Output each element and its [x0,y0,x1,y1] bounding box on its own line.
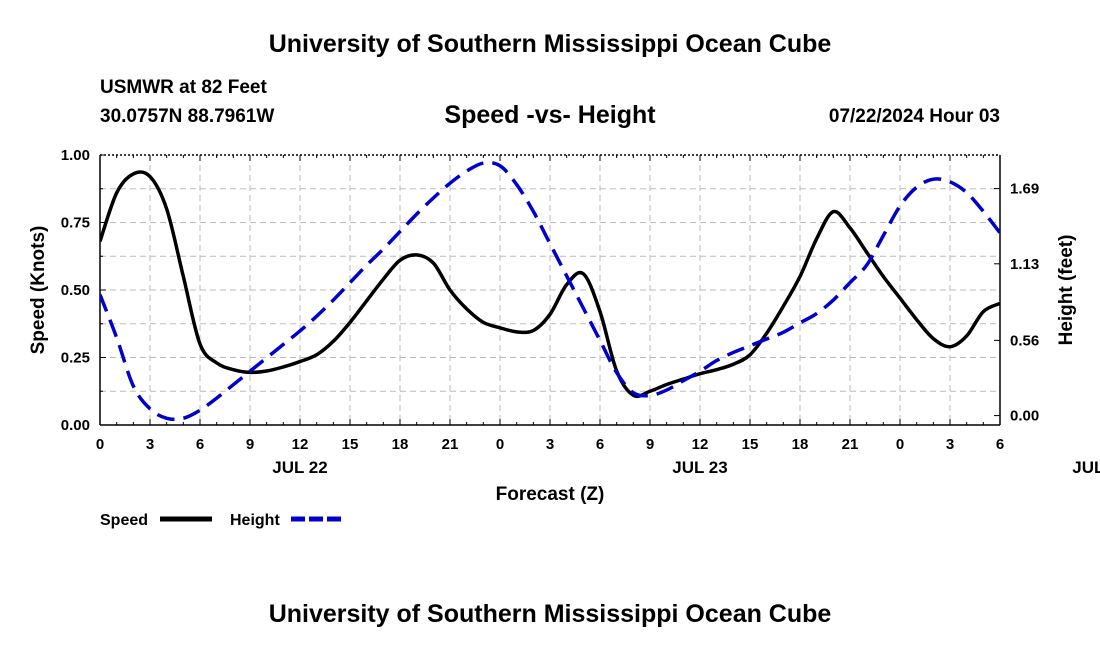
date-label: JUL 24 [1072,458,1100,477]
y-left-tick-label: 0.75 [61,215,90,232]
y-left-tick-label: 0.50 [61,282,90,299]
footer-title: University of Southern Mississippi Ocean… [268,600,832,628]
x-tick-label: 15 [342,436,359,453]
x-tick-label: 0 [896,436,904,453]
y-right-tick-label: 1.13 [1010,256,1039,273]
y-right-tick-label: 1.69 [1010,181,1039,198]
x-tick-label: 3 [546,436,554,453]
y-right-tick-label: 0.00 [1010,408,1039,425]
x-tick-label: 3 [146,436,154,453]
y-left-tick-label: 0.25 [61,350,90,367]
x-tick-label: 6 [196,436,204,453]
chart-title: Speed -vs- Height [444,101,656,129]
y-left-tick-label: 0.00 [61,417,90,434]
x-tick-label: 3 [946,436,954,453]
date-label: JUL 23 [672,458,727,477]
height-series-line [100,160,1000,422]
x-axis-label: Forecast (Z) [496,484,605,505]
x-tick-label: 18 [392,436,409,453]
x-tick-label: 12 [692,436,709,453]
page-title: University of Southern Mississippi Ocean… [268,30,832,58]
x-tick-label: 0 [496,436,504,453]
x-tick-label: 6 [596,436,604,453]
x-tick-label: 0 [96,436,104,453]
x-tick-label: 9 [646,436,654,453]
coordinates-label: 30.0757N 88.7961W [100,106,275,127]
datetime-label: 07/22/2024 Hour 03 [828,106,1000,127]
date-label: JUL 22 [272,458,327,477]
y-right-tick-label: 0.56 [1010,332,1039,349]
y-left-tick-label: 1.00 [61,147,90,164]
x-tick-label: 21 [842,436,859,453]
x-tick-label: 15 [742,436,759,453]
x-tick-label: 18 [792,436,809,453]
x-tick-label: 6 [996,436,1004,453]
y-left-axis-label: Speed (Knots) [28,226,49,355]
legend-label-speed: Speed [100,512,148,529]
x-tick-label: 12 [292,436,309,453]
x-tick-label: 9 [246,436,254,453]
legend-label-height: Height [230,512,280,529]
station-label: USMWR at 82 Feet [100,77,267,98]
speed-series-line [100,170,1000,399]
x-tick-label: 21 [442,436,459,453]
y-right-axis-label: Height (feet) [1056,235,1077,346]
